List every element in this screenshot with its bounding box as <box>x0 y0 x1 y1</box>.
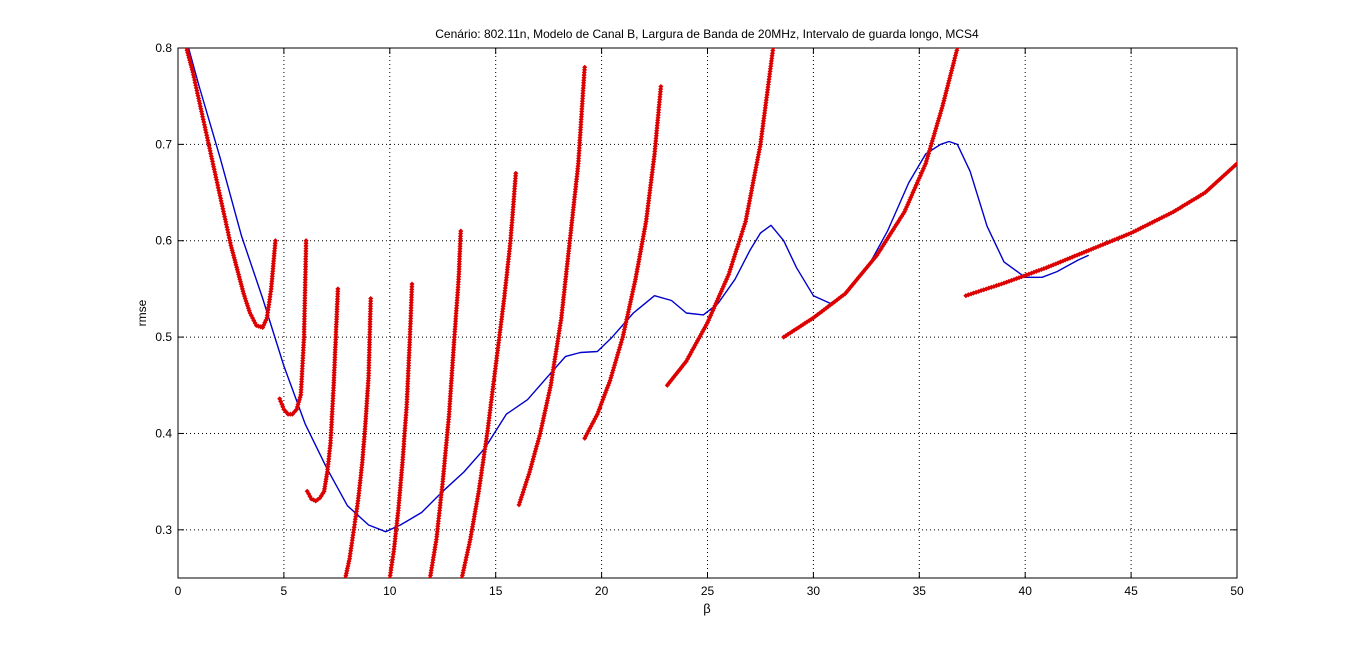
x-tick-label: 45 <box>1124 584 1138 598</box>
marker-point <box>367 324 373 330</box>
x-tick-label: 25 <box>701 584 715 598</box>
x-tick-label: 0 <box>175 584 182 598</box>
marker-point <box>300 350 306 356</box>
rmse-line-series <box>187 48 1089 533</box>
axis-ticks <box>177 47 1238 578</box>
marker-point <box>301 326 307 332</box>
marker-point <box>301 313 308 319</box>
marker-point <box>302 282 308 288</box>
marker-point <box>366 367 372 374</box>
y-tick-label: 0.7 <box>155 137 172 151</box>
marker-point <box>408 308 414 314</box>
marker-point <box>330 401 336 407</box>
x-tick-label: 30 <box>807 584 821 598</box>
series-clipped-group <box>183 48 1237 578</box>
marker-point <box>302 305 308 311</box>
marker-segment <box>459 170 519 578</box>
marker-point <box>407 329 413 335</box>
marker-point <box>303 259 309 265</box>
x-tick-label: 10 <box>383 584 397 598</box>
y-tick-label: 0.6 <box>155 234 172 248</box>
x-tick-label: 20 <box>595 584 609 598</box>
marker-point <box>302 287 308 293</box>
marker-point <box>408 297 414 303</box>
marker-point <box>408 302 414 308</box>
marker-point <box>300 360 306 366</box>
marker-point <box>302 277 308 283</box>
marker-point <box>368 295 374 302</box>
marker-point <box>329 419 335 425</box>
marker-point <box>1234 161 1237 167</box>
marker-point <box>367 316 373 322</box>
marker-point <box>409 281 415 287</box>
marker-point <box>299 379 305 385</box>
marker-segment <box>304 286 341 504</box>
marker-point <box>335 286 341 292</box>
marker-segment <box>781 48 960 340</box>
y-tick-labels: 0.3 0.4 0.5 0.6 0.7 0.8 <box>155 41 172 537</box>
marker-point <box>366 349 372 356</box>
marker-point <box>302 269 309 275</box>
marker-segment <box>387 281 415 578</box>
y-tick-label: 0.5 <box>155 330 172 344</box>
x-tick-labels: 0 5 10 15 20 25 30 35 40 45 50 <box>175 584 1244 598</box>
marker-point <box>301 318 307 325</box>
marker-point <box>302 295 308 301</box>
marker-segment <box>582 83 664 441</box>
marker-point <box>367 334 373 340</box>
marker-segment <box>342 295 374 578</box>
marker-point <box>366 360 372 366</box>
x-tick-label: 40 <box>1019 584 1033 598</box>
marker-point <box>366 342 373 348</box>
marker-point <box>303 251 309 257</box>
marker-point <box>407 334 413 340</box>
marker-point <box>272 238 278 244</box>
marker-point <box>404 404 410 410</box>
marker-point <box>368 298 374 304</box>
marker-point <box>408 318 414 324</box>
y-tick-label: 0.4 <box>155 426 172 440</box>
marker-point <box>408 313 414 319</box>
marker-segment <box>183 48 278 331</box>
marker-segment <box>277 238 309 417</box>
marker-point <box>301 311 308 317</box>
chart-title: Cenário: 802.11n, Modelo de Canal B, Lar… <box>435 27 979 41</box>
marker-point <box>302 300 308 306</box>
x-axis-label: β <box>703 601 710 616</box>
y-axis-label: rmse <box>135 299 149 326</box>
x-tick-label: 35 <box>913 584 927 598</box>
x-tick-label: 15 <box>489 584 503 598</box>
marker-point <box>455 284 461 290</box>
marker-segment <box>963 161 1237 299</box>
series-layer <box>183 48 1237 578</box>
x-tick-label: 50 <box>1230 584 1244 598</box>
marker-point <box>301 331 307 338</box>
marker-segment <box>427 228 464 578</box>
y-tick-label: 0.8 <box>155 41 172 55</box>
x-tick-label: 5 <box>281 584 288 598</box>
marker-point <box>301 342 307 348</box>
marker-point <box>303 245 309 252</box>
marker-point <box>409 292 415 298</box>
marker-point <box>303 264 309 270</box>
marker-point <box>401 441 407 447</box>
marker-point <box>409 286 415 292</box>
y-tick-label: 0.3 <box>155 523 172 537</box>
marker-point <box>458 228 464 234</box>
